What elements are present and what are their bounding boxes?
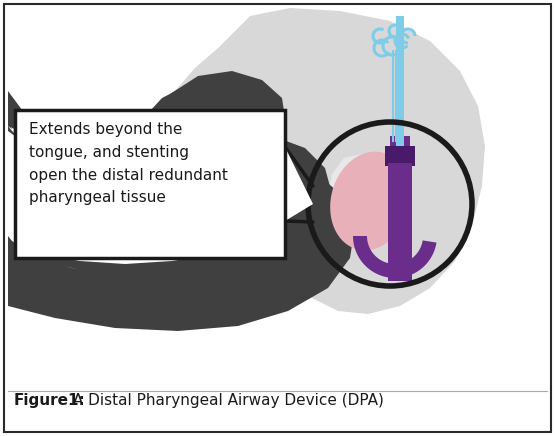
Polygon shape [328, 154, 385, 226]
Polygon shape [8, 56, 286, 178]
Polygon shape [285, 147, 313, 221]
Text: Figure1:: Figure1: [14, 393, 86, 408]
Polygon shape [8, 84, 285, 198]
Polygon shape [8, 78, 282, 198]
Polygon shape [8, 168, 355, 331]
Bar [15, 110, 285, 258]
Bar [388, 163, 412, 281]
Bar [396, 16, 404, 146]
Bar [385, 146, 415, 166]
Polygon shape [158, 8, 485, 314]
Text: A Distal Pharyngeal Airway Device (DPA): A Distal Pharyngeal Airway Device (DPA) [68, 393, 384, 408]
Polygon shape [8, 138, 332, 281]
Polygon shape [353, 236, 436, 278]
Bar [390, 136, 410, 281]
Ellipse shape [330, 152, 410, 250]
Text: Extends beyond the
tongue, and stenting
open the distal redundant
pharyngeal tis: Extends beyond the tongue, and stenting … [29, 122, 228, 205]
